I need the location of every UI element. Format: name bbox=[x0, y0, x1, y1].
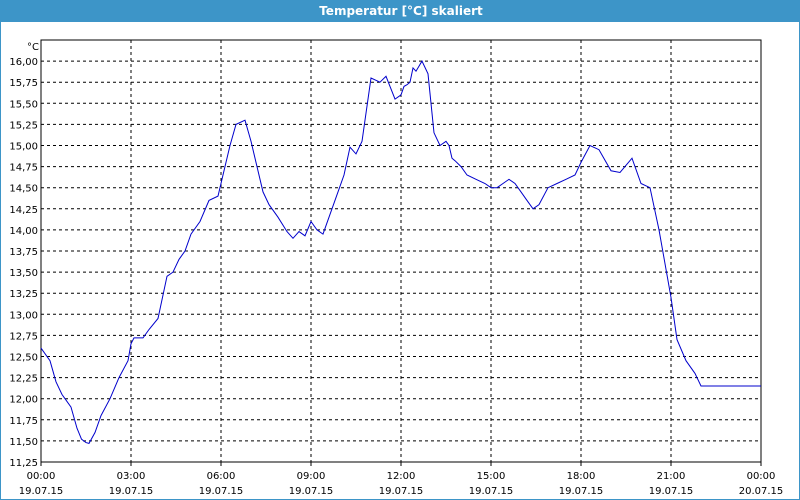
y-tick-label: 14,00 bbox=[9, 226, 38, 237]
y-axis-unit: °C bbox=[27, 42, 39, 53]
y-tick-label: 15,50 bbox=[9, 99, 38, 110]
x-tick-time-label: 00:00 bbox=[27, 471, 56, 482]
temperature-series-line bbox=[40, 60, 761, 444]
y-tick-label: 11,75 bbox=[9, 416, 38, 427]
y-tick-label: 12,75 bbox=[9, 331, 38, 342]
x-tick-time-label: 06:00 bbox=[207, 471, 236, 482]
x-tick-date-label: 20.07.15 bbox=[739, 486, 784, 497]
y-tick-label: 12,25 bbox=[9, 374, 38, 385]
x-axis-ticks: 00:00 19.07.15 03:00 19.07.15 06:00 19.07.15 0… bbox=[19, 462, 784, 497]
x-tick-time-label: 00:00 bbox=[747, 471, 776, 482]
x-tick-time-label: 12:00 bbox=[387, 471, 416, 482]
y-axis-ticks: 16,00 15,75 15,50 15,25 15,00 14,75 14,50 14,25… bbox=[9, 57, 38, 469]
y-tick-label: 14,25 bbox=[9, 205, 38, 216]
x-tick-time-label: 03:00 bbox=[117, 471, 146, 482]
y-tick-label: 13,25 bbox=[9, 289, 38, 300]
y-tick-label: 15,75 bbox=[9, 78, 38, 89]
x-tick-time-label: 09:00 bbox=[297, 471, 326, 482]
x-tick-time-label: 18:00 bbox=[567, 471, 596, 482]
y-tick-label: 13,50 bbox=[9, 268, 38, 279]
x-tick-time-label: 15:00 bbox=[477, 471, 506, 482]
y-tick-label: 14,75 bbox=[9, 163, 38, 174]
x-tick-date-label: 19.07.15 bbox=[649, 486, 694, 497]
y-tick-label: 11,25 bbox=[9, 458, 38, 469]
x-tick-date-label: 19.07.15 bbox=[469, 486, 514, 497]
y-tick-label: 13,00 bbox=[9, 310, 38, 321]
x-tick-time-label: 21:00 bbox=[657, 471, 686, 482]
y-tick-label: 16,00 bbox=[9, 57, 38, 68]
y-tick-label: 11,50 bbox=[9, 437, 38, 448]
window-title: Temperatur [°C] skaliert bbox=[1, 0, 800, 22]
x-tick-date-label: 19.07.15 bbox=[199, 486, 244, 497]
x-tick-date-label: 19.07.15 bbox=[379, 486, 424, 497]
x-tick-date-label: 19.07.15 bbox=[289, 486, 334, 497]
y-tick-label: 15,25 bbox=[9, 120, 38, 131]
y-tick-label: 15,00 bbox=[9, 142, 38, 153]
x-tick-date-label: 19.07.15 bbox=[19, 486, 64, 497]
y-tick-label: 13,75 bbox=[9, 247, 38, 258]
x-tick-date-label: 19.07.15 bbox=[109, 486, 154, 497]
y-tick-label: 12,00 bbox=[9, 395, 38, 406]
y-tick-label: 12,50 bbox=[9, 353, 38, 364]
y-tick-label: 14,50 bbox=[9, 184, 38, 195]
grid bbox=[41, 40, 761, 463]
x-tick-date-label: 19.07.15 bbox=[559, 486, 604, 497]
